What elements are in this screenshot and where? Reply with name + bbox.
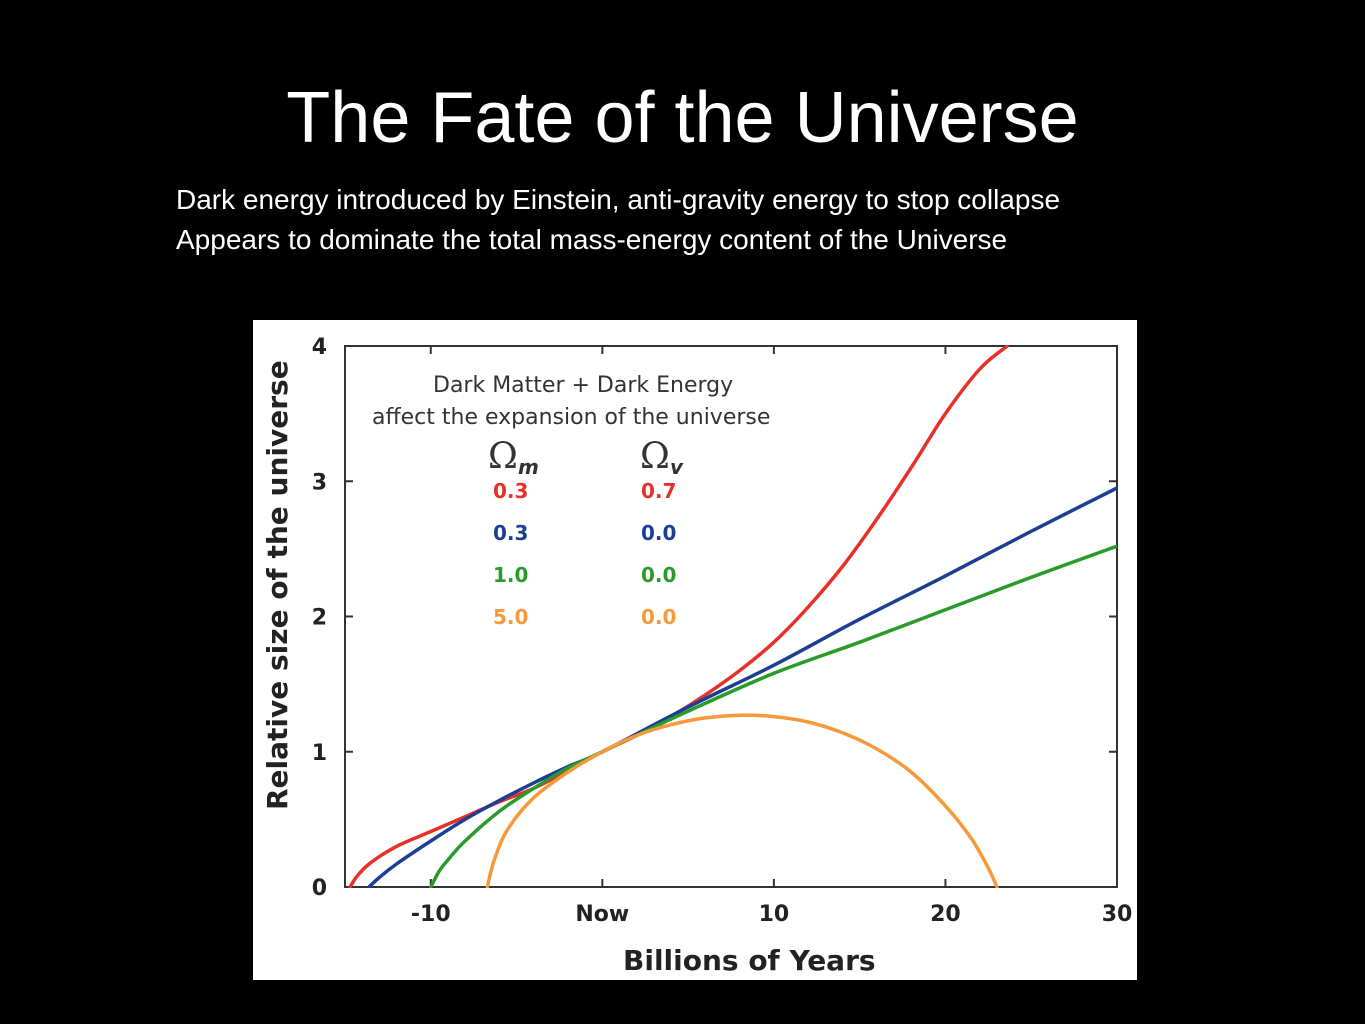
- series-line-4: [485, 713, 999, 888]
- legend-omega-m-value: 1.0: [493, 563, 528, 587]
- annotation-line-1: Dark Matter + Dark Energy: [433, 373, 733, 398]
- legend-header-omega-m: Ω: [488, 436, 518, 477]
- y-tick-label: 3: [312, 470, 327, 495]
- y-tick-label: 4: [312, 335, 327, 360]
- y-axis-title: Relative size of the universe: [261, 360, 294, 810]
- legend-rows: 0.3 0.7 0.3 0.0 1.0 0.0 5.0 0.0: [493, 479, 676, 629]
- annotation-line-2: affect the expansion of the universe: [372, 405, 770, 430]
- legend-omega-v-value: 0.0: [641, 605, 676, 629]
- x-axis-title: Billions of Years: [623, 944, 876, 977]
- legend-header-omega-v-sub: v: [670, 455, 684, 479]
- y-tick-label: 0: [312, 876, 327, 901]
- legend-header-omega-v: Ω: [640, 436, 670, 477]
- y-tick-label: 1: [312, 741, 327, 766]
- legend-omega-v-value: 0.0: [641, 563, 676, 587]
- slide-title: The Fate of the Universe: [286, 78, 1079, 158]
- chart-panel: -10 Now 10 20 30 0 1 2 3 4 Dark Matter + Dark Ene…: [253, 320, 1137, 980]
- legend-omega-m-value: 0.3: [493, 521, 528, 545]
- ticks: -10 Now 10 20 30 0 1 2 3 4: [312, 335, 1133, 927]
- y-tick-label: 2: [312, 606, 327, 631]
- expansion-chart: -10 Now 10 20 30 0 1 2 3 4 Dark Matter + Dark Ene…: [261, 335, 1133, 977]
- x-tick-label: 20: [930, 902, 961, 927]
- legend-omega-v-value: 0.0: [641, 521, 676, 545]
- legend: Ω m Ω v 0.3 0.7 0.3 0.0 1.0 0.0 5.0 0.0: [488, 436, 684, 629]
- legend-omega-m-value: 5.0: [493, 605, 528, 629]
- legend-omega-v-value: 0.7: [641, 479, 676, 503]
- x-tick-label: Now: [575, 902, 629, 927]
- x-tick-label: 30: [1102, 902, 1133, 927]
- legend-omega-m-value: 0.3: [493, 479, 528, 503]
- x-tick-label: -10: [411, 902, 451, 927]
- subtitle-line-2: Appears to dominate the total mass-energ…: [176, 224, 1008, 255]
- x-tick-label: 10: [759, 902, 790, 927]
- legend-header-omega-m-sub: m: [518, 455, 539, 479]
- subtitle-line-1: Dark energy introduced by Einstein, anti…: [176, 184, 1061, 215]
- series-lines: [348, 345, 1117, 888]
